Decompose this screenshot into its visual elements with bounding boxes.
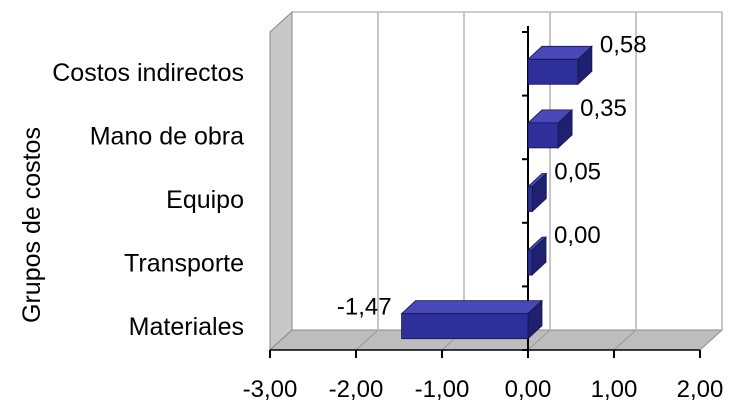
category-label: Equipo xyxy=(166,186,244,214)
back-wall xyxy=(291,11,723,331)
bar xyxy=(526,236,548,277)
x-tick-label: 2,00 xyxy=(677,376,724,403)
x-tick-label: 0,00 xyxy=(505,376,552,403)
floor-gridline xyxy=(613,329,637,351)
category-label: Mano de obra xyxy=(90,122,244,150)
x-tick-label: 1,00 xyxy=(591,376,638,403)
floor-gridline xyxy=(699,329,723,351)
floor-gridline xyxy=(355,329,379,351)
bar xyxy=(526,108,574,149)
data-label: -1,47 xyxy=(337,294,392,321)
category-label: Transporte xyxy=(124,250,244,278)
bars xyxy=(400,45,593,340)
x-tick-label: -2,00 xyxy=(329,376,384,403)
data-label: 0,05 xyxy=(554,159,601,186)
data-label: 0,35 xyxy=(580,95,627,122)
bar xyxy=(526,45,593,86)
bar xyxy=(400,299,544,340)
y-axis-title: Grupos de costos xyxy=(18,127,46,323)
data-label: 0,58 xyxy=(600,31,647,58)
x-tick-label: -1,00 xyxy=(415,376,470,403)
x-tick-label: -3,00 xyxy=(243,376,298,403)
data-label: 0,00 xyxy=(554,222,601,249)
labels: -3,00 -2,00 -1,00 0,00 1,00 2,00 Costos indire… xyxy=(52,31,723,403)
bar xyxy=(526,172,548,213)
chart-walls xyxy=(268,10,724,352)
floor-gridline xyxy=(527,329,551,351)
category-label: Costos indirectos xyxy=(52,59,244,87)
category-label: Materiales xyxy=(129,313,244,341)
side-wall xyxy=(269,10,293,352)
